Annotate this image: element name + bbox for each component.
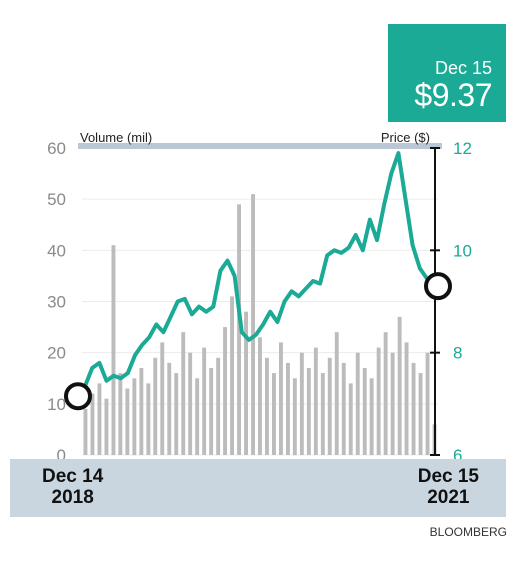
- volume-bar: [292, 378, 297, 456]
- volume-bar: [404, 342, 409, 455]
- volume-bar: [230, 296, 234, 455]
- start-date-day: Dec 14: [42, 466, 104, 487]
- end-price-marker: [424, 272, 452, 301]
- right-axis: 6 8 10 12: [430, 139, 472, 465]
- date-band: [10, 459, 506, 517]
- volume-bar: [258, 337, 262, 455]
- end-date-year: 2021: [427, 487, 470, 508]
- volume-tick-label: 60: [47, 139, 66, 158]
- volume-bar: [244, 311, 248, 455]
- volume-bar: [111, 245, 116, 455]
- volume-bar: [167, 362, 172, 455]
- volume-bar: [216, 357, 221, 455]
- volume-bar: [320, 373, 325, 455]
- price-tick-label: 12: [453, 139, 472, 158]
- start-date-label: Dec 14 2018: [42, 466, 103, 508]
- volume-bars: [83, 194, 437, 456]
- volume-bar: [139, 368, 144, 455]
- volume-bar: [425, 352, 430, 455]
- source-credit: BLOOMBERG: [429, 525, 507, 539]
- volume-bar: [132, 378, 137, 456]
- price-tick-label: 10: [453, 241, 472, 260]
- callout-date: Dec 15: [434, 58, 492, 78]
- volume-bar: [272, 373, 276, 455]
- end-date-label: Dec 15 2021: [418, 466, 479, 508]
- volume-bar: [153, 357, 158, 455]
- price-tick-label: 6: [453, 446, 462, 465]
- volume-bar: [341, 362, 346, 455]
- volume-tick-label: 0: [57, 446, 66, 465]
- volume-bar: [355, 352, 360, 455]
- end-date-day: Dec 15: [417, 466, 479, 487]
- volume-bar: [313, 347, 318, 455]
- volume-bar: [279, 342, 283, 455]
- callout-price: $9.37: [414, 77, 492, 113]
- volume-bar: [334, 332, 339, 455]
- volume-bar: [223, 327, 227, 455]
- volume-bar: [376, 347, 381, 455]
- volume-bar: [188, 352, 193, 455]
- volume-bar: [195, 378, 200, 456]
- volume-bar: [286, 362, 290, 455]
- latest-price-callout: Dec 15 $9.37: [388, 24, 506, 122]
- volume-bar: [209, 368, 214, 455]
- volume-tick-label: 40: [47, 241, 66, 260]
- price-line: [76, 151, 436, 398]
- volume-bar: [383, 332, 388, 455]
- volume-bar: [202, 347, 207, 455]
- volume-bar: [160, 342, 165, 455]
- volume-bar: [299, 352, 304, 455]
- volume-bar: [83, 408, 88, 455]
- right-axis-title: Price ($): [381, 130, 430, 145]
- volume-bar: [327, 357, 332, 455]
- volume-bar: [174, 373, 179, 455]
- volume-bar: [237, 204, 241, 455]
- volume-bar: [397, 316, 402, 455]
- left-axis: 0 10 20 30 40 50 60: [47, 139, 66, 465]
- volume-tick-label: 10: [47, 395, 66, 414]
- start-date-year: 2018: [51, 487, 94, 508]
- volume-tick-label: 20: [47, 344, 66, 363]
- volume-bar: [411, 362, 416, 455]
- volume-bar: [146, 383, 151, 455]
- volume-bar: [104, 398, 109, 455]
- left-axis-title: Volume (mil): [80, 130, 152, 145]
- start-price-marker: [64, 382, 92, 411]
- volume-bar: [369, 378, 374, 456]
- price-tick-label: 8: [453, 344, 462, 363]
- volume-bar: [251, 194, 255, 455]
- volume-bar: [362, 368, 367, 455]
- volume-bar: [348, 383, 353, 455]
- volume-bar: [390, 352, 395, 455]
- volume-bar: [418, 373, 423, 455]
- volume-bar: [181, 332, 186, 455]
- volume-tick-label: 50: [47, 190, 66, 209]
- volume-bar: [306, 368, 311, 455]
- volume-tick-label: 30: [47, 293, 66, 312]
- volume-bar: [90, 393, 95, 455]
- volume-bar: [125, 388, 130, 455]
- volume-bar: [265, 357, 269, 455]
- volume-bar: [97, 383, 102, 455]
- volume-bar: [118, 373, 123, 455]
- top-rule: [78, 143, 442, 149]
